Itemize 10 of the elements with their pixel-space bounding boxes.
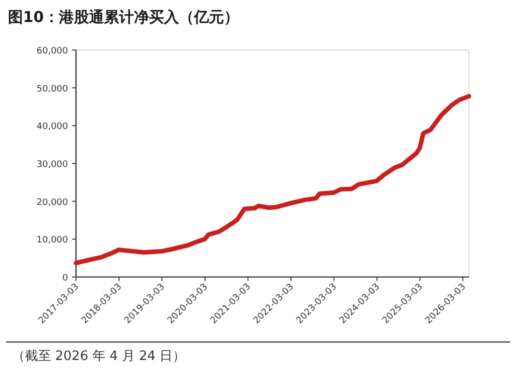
y-tick-label: 50,000 [36, 84, 68, 94]
y-tick-label: 60,000 [36, 46, 68, 56]
y-tick-label: 10,000 [36, 236, 68, 246]
chart-title: 图10：港股通累计净买入（亿元） [8, 8, 239, 26]
y-tick-label: 20,000 [36, 198, 68, 208]
text: （截至 2026 年 4 月 24 日） [12, 349, 186, 364]
y-tick-label: 30,000 [36, 160, 68, 170]
y-tick-label: 40,000 [36, 122, 68, 132]
y-tick-label: 0 [62, 274, 68, 284]
line-series [74, 94, 472, 266]
